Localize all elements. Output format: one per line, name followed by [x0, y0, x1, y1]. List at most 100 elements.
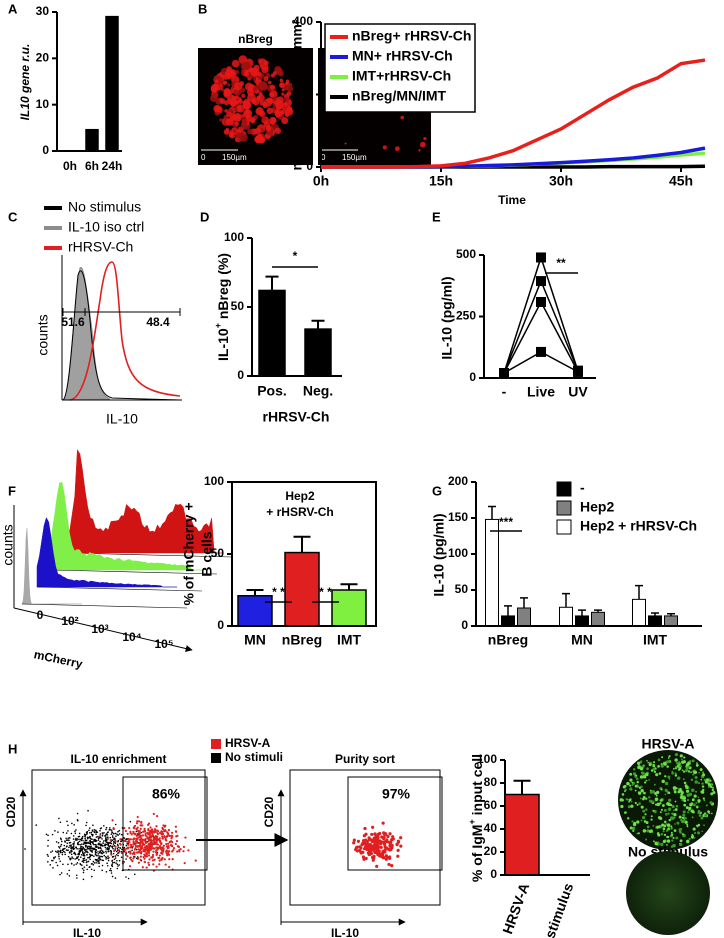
- event: [105, 852, 108, 854]
- cell: [227, 83, 231, 87]
- cell: [710, 783, 713, 786]
- cell: [627, 817, 630, 820]
- cell: [235, 70, 239, 74]
- cell: [665, 829, 669, 832]
- event: [67, 824, 69, 827]
- event: [143, 827, 146, 830]
- event: [84, 834, 87, 836]
- event: [389, 847, 393, 852]
- event: [47, 839, 49, 842]
- event: [90, 833, 93, 836]
- event: [371, 825, 375, 829]
- event: [106, 831, 109, 834]
- cell: [694, 832, 696, 834]
- cell: [256, 95, 261, 100]
- event: [361, 850, 365, 854]
- event: [120, 856, 123, 859]
- event: [127, 838, 131, 841]
- donor-point: [499, 368, 509, 379]
- event: [390, 864, 394, 868]
- event: [92, 824, 94, 827]
- event: [56, 864, 59, 867]
- cell: [236, 104, 245, 113]
- event: [66, 849, 69, 851]
- donor-point: [536, 252, 546, 263]
- event: [370, 832, 374, 837]
- event: [138, 844, 142, 847]
- cell: [656, 802, 661, 807]
- event: [166, 832, 170, 835]
- cell: [678, 787, 680, 790]
- event: [60, 840, 63, 843]
- event: [126, 832, 129, 836]
- cell: [637, 765, 641, 769]
- event: [132, 838, 135, 841]
- y-axis-label: % of IgM+ input cell: [467, 754, 484, 882]
- cell: [682, 813, 686, 817]
- event: [98, 843, 100, 846]
- legend-swatch: [556, 500, 572, 516]
- event: [105, 826, 108, 829]
- event: [91, 851, 94, 853]
- event: [172, 847, 176, 850]
- cell: [645, 808, 648, 811]
- cell: [382, 145, 387, 150]
- histogram: [66, 449, 222, 554]
- event: [125, 844, 128, 847]
- event: [62, 850, 65, 853]
- event: [104, 844, 106, 847]
- event: [100, 843, 103, 846]
- cell: [687, 799, 689, 801]
- event: [143, 830, 147, 833]
- event: [182, 850, 185, 853]
- cell: [711, 812, 713, 815]
- cell: [667, 812, 670, 815]
- event: [162, 844, 165, 847]
- cell: [692, 803, 696, 807]
- cell: [247, 128, 253, 135]
- event: [108, 856, 110, 859]
- cell: [625, 798, 628, 801]
- y-axis-label: CD20: [4, 796, 18, 827]
- event: [73, 851, 76, 854]
- cell: [253, 114, 259, 120]
- cell: [643, 781, 647, 784]
- cell: [243, 71, 249, 77]
- cell: [654, 797, 659, 801]
- event: [117, 846, 120, 848]
- panel-letter: F: [8, 483, 16, 498]
- event: [63, 844, 66, 847]
- event: [94, 848, 96, 851]
- cell: [234, 96, 238, 100]
- x-axis: [13, 607, 193, 652]
- event: [166, 842, 170, 845]
- event: [113, 861, 116, 864]
- cell: [639, 797, 642, 800]
- x-axis-label: IL-10: [106, 411, 138, 427]
- event: [53, 857, 55, 860]
- cell: [629, 787, 633, 791]
- event: [131, 852, 134, 855]
- event: [137, 861, 140, 864]
- cell: [658, 772, 662, 775]
- cell: [210, 83, 220, 93]
- cell: [660, 833, 664, 836]
- event: [75, 863, 78, 865]
- event: [167, 828, 171, 832]
- event: [399, 844, 403, 848]
- event: [88, 845, 91, 848]
- cell: [629, 826, 633, 830]
- y-tick-label: 100: [477, 752, 497, 766]
- cell: [692, 827, 696, 831]
- event: [82, 869, 85, 871]
- cell: [670, 831, 673, 834]
- event: [141, 824, 144, 827]
- event: [88, 827, 91, 829]
- cell: [660, 788, 663, 791]
- event: [116, 863, 119, 866]
- legend-label: nBreg+ rHRSV-Ch: [352, 28, 471, 44]
- event: [85, 859, 88, 861]
- event: [112, 836, 114, 839]
- event: [78, 838, 80, 841]
- event: [175, 840, 179, 843]
